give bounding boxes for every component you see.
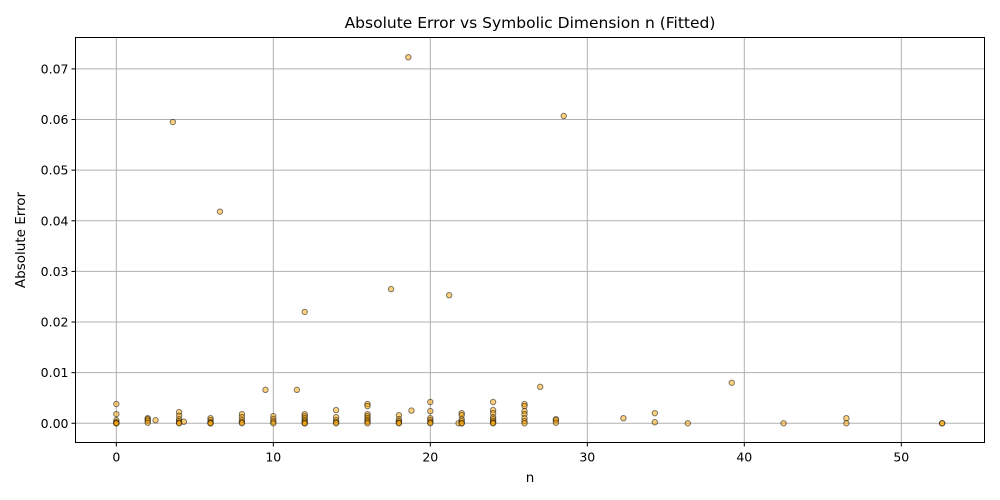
x-tick-label: 0 [112, 450, 120, 465]
data-point [395, 420, 403, 427]
data-point [364, 420, 371, 427]
data-point [301, 308, 308, 316]
data-point [364, 402, 371, 410]
y-axis-ticks: 0.00 0.01 0.02 0.03 0.04 0.05 0.06 0.07 [41, 61, 76, 431]
data-point [552, 419, 560, 426]
data-point [445, 291, 453, 299]
data-point [113, 420, 120, 427]
data-point [238, 420, 246, 427]
data-point [207, 420, 214, 427]
data-point [152, 417, 159, 424]
x-tick-label: 30 [579, 450, 595, 465]
data-point [408, 407, 415, 414]
data-point [620, 415, 627, 422]
data-point [651, 419, 659, 426]
data-point [843, 420, 850, 427]
x-tick-label: 20 [422, 450, 438, 465]
data-point [332, 406, 340, 414]
plot-frame [75, 37, 985, 443]
data-point [427, 398, 434, 406]
data-point [684, 420, 691, 427]
y-tick-label: 0.04 [41, 213, 69, 228]
data-point [293, 386, 301, 394]
data-point [180, 418, 188, 425]
data-point [521, 420, 528, 427]
data-point [332, 420, 340, 427]
data-point [113, 410, 120, 418]
data-point [780, 420, 787, 427]
data-point [405, 54, 412, 61]
data-point [489, 398, 497, 406]
data-point [113, 400, 120, 408]
data-point [216, 208, 224, 215]
y-tick-label: 0.05 [41, 163, 69, 178]
data-point [427, 420, 434, 427]
data-point [301, 420, 308, 427]
data-point [938, 420, 946, 427]
data-points [113, 54, 946, 427]
data-point [458, 420, 465, 427]
x-tick-label: 40 [736, 450, 752, 465]
data-point [387, 285, 395, 293]
grid-lines [75, 37, 985, 443]
data-point [651, 409, 659, 417]
x-tick-label: 10 [265, 450, 281, 465]
y-tick-label: 0.03 [41, 264, 69, 279]
y-tick-label: 0.00 [41, 416, 69, 431]
data-point [560, 112, 567, 120]
y-axis-label: Absolute Error [13, 191, 29, 288]
y-tick-label: 0.07 [41, 61, 69, 76]
data-point [144, 419, 151, 426]
data-point [169, 118, 177, 126]
y-tick-label: 0.01 [41, 365, 69, 380]
y-tick-label: 0.06 [41, 112, 69, 127]
x-axis-ticks: 0 10 20 30 40 50 [112, 442, 909, 465]
x-tick-label: 50 [893, 450, 909, 465]
data-point [537, 383, 544, 391]
data-point [489, 420, 497, 427]
data-point [728, 379, 735, 386]
x-axis-label: n [526, 470, 535, 486]
data-point [427, 407, 434, 415]
chart-title: Absolute Error vs Symbolic Dimension n (… [345, 14, 716, 32]
data-point [270, 420, 277, 427]
data-point [262, 386, 269, 394]
y-tick-label: 0.02 [41, 315, 69, 330]
